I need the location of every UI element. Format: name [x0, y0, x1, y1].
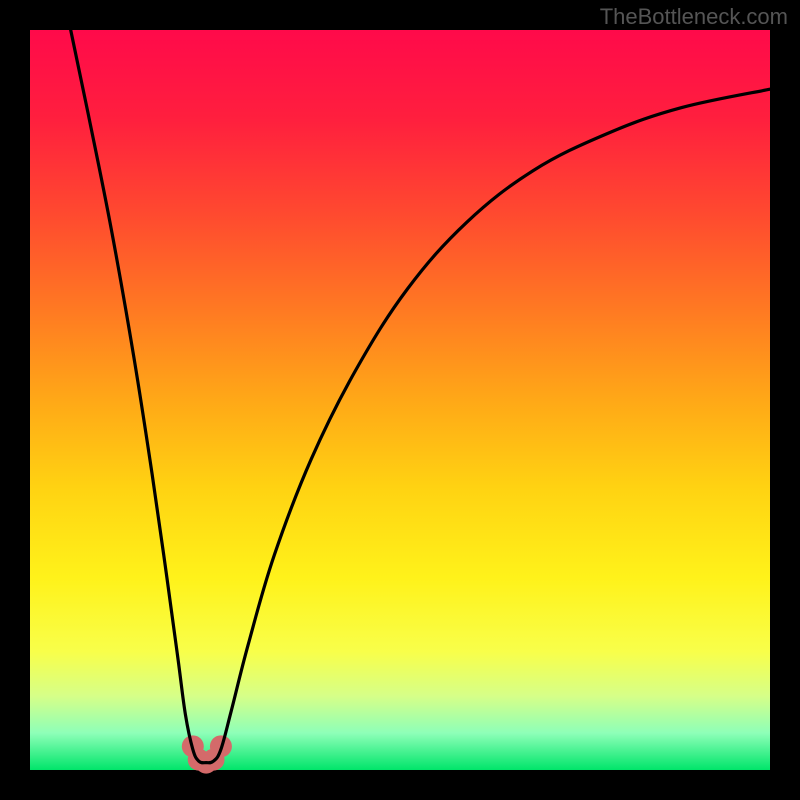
chart-container	[0, 0, 800, 800]
bottleneck-curve-chart	[0, 0, 800, 800]
watermark-text: TheBottleneck.com	[600, 4, 788, 30]
